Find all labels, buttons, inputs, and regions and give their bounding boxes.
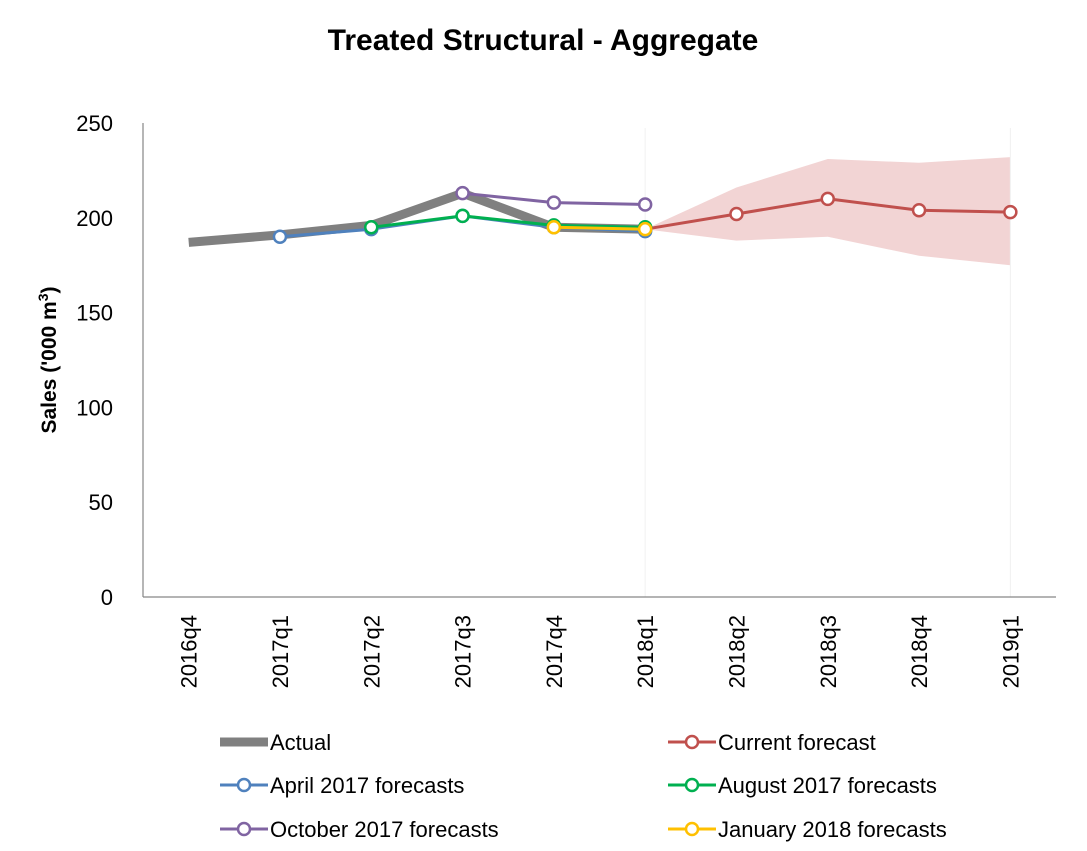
series-october-2017-forecasts bbox=[455, 185, 653, 212]
x-tick-label-2018q3: 2018q3 bbox=[816, 615, 841, 688]
legend-label-current-forecast: Current forecast bbox=[718, 730, 876, 755]
forecast-band bbox=[645, 157, 1011, 266]
series-current-forecast bbox=[637, 191, 1018, 237]
legend-marker-april-2017-forecasts bbox=[236, 777, 252, 793]
point-august-2017-forecasts-2017q2 bbox=[364, 220, 379, 235]
legend-marker-october-2017-forecasts bbox=[236, 821, 252, 837]
series-line-august-2017-forecasts bbox=[371, 214, 646, 229]
x-tick-label-2018q4: 2018q4 bbox=[907, 615, 932, 688]
x-tick-label-2017q3: 2017q3 bbox=[451, 615, 476, 688]
chart-title: Treated Structural - Aggregate bbox=[328, 24, 759, 57]
point-august-2017-forecasts-2017q3 bbox=[455, 208, 470, 224]
x-tick-label-2017q4: 2017q4 bbox=[542, 615, 567, 688]
axes-layer bbox=[142, 123, 1056, 598]
point-current-forecast-2019q1 bbox=[1003, 204, 1018, 220]
legend: Actual Current forecast April 2017 forecas… bbox=[220, 730, 947, 842]
series-layer bbox=[188, 185, 1018, 247]
y-tick-label-50: 50 bbox=[89, 490, 113, 515]
series-january-2018-forecasts bbox=[546, 220, 653, 237]
x-tick-label-2016q4: 2016q4 bbox=[177, 615, 202, 688]
y-axis-label-superscript: 3 bbox=[35, 293, 51, 301]
y-axis-label-suffix: ) bbox=[38, 286, 61, 293]
legend-item-actual: Actual bbox=[220, 730, 331, 755]
y-axis-label-text: Sales ('000 m bbox=[38, 301, 61, 433]
legend-item-april-2017-forecasts: April 2017 forecasts bbox=[220, 773, 464, 798]
y-tick-label-200: 200 bbox=[76, 206, 113, 231]
point-october-2017-forecasts-2018q1 bbox=[637, 197, 653, 212]
point-current-forecast-2018q3 bbox=[820, 191, 835, 207]
legend-label-august-2017-forecasts: August 2017 forecasts bbox=[718, 773, 937, 798]
point-april-2017-forecasts-2017q1 bbox=[272, 229, 288, 245]
series-line-actual bbox=[188, 188, 646, 247]
legend-marker-january-2018-forecasts bbox=[684, 821, 700, 837]
y-tick-label-100: 100 bbox=[76, 395, 113, 420]
legend-item-january-2018-forecasts: January 2018 forecasts bbox=[668, 817, 947, 842]
point-january-2018-forecasts-2017q4 bbox=[546, 220, 562, 235]
x-tick-label-2018q2: 2018q2 bbox=[724, 615, 749, 688]
point-current-forecast-2018q4 bbox=[911, 202, 927, 218]
x-tick-label-2017q2: 2017q2 bbox=[359, 615, 384, 688]
legend-marker-current-forecast bbox=[684, 734, 700, 750]
legend-label-october-2017-forecasts: October 2017 forecasts bbox=[270, 817, 499, 842]
legend-item-current-forecast: Current forecast bbox=[668, 730, 876, 755]
y-tick-label-250: 250 bbox=[76, 111, 113, 136]
y-axis-label: Sales ('000 m3) bbox=[35, 286, 61, 433]
series-line-january-2018-forecasts bbox=[553, 225, 646, 231]
ticks-layer: 0 50 100 150 200 250 2016q4 2017q1 2017q2 2017q3 2… bbox=[76, 111, 1023, 688]
legend-label-april-2017-forecasts: April 2017 forecasts bbox=[270, 773, 464, 798]
point-october-2017-forecasts-2017q3 bbox=[455, 185, 470, 201]
y-tick-label-0: 0 bbox=[101, 585, 113, 610]
point-october-2017-forecasts-2017q4 bbox=[546, 195, 562, 210]
x-tick-label-2018q1: 2018q1 bbox=[633, 615, 658, 688]
point-current-forecast-2018q2 bbox=[729, 206, 744, 222]
y-tick-label-150: 150 bbox=[76, 301, 113, 326]
x-tick-label-2019q1: 2019q1 bbox=[998, 615, 1023, 688]
legend-item-august-2017-forecasts: August 2017 forecasts bbox=[668, 773, 937, 798]
legend-label-january-2018-forecasts: January 2018 forecasts bbox=[718, 817, 947, 842]
legend-label-actual: Actual bbox=[270, 730, 331, 755]
series-actual bbox=[188, 188, 646, 247]
legend-marker-august-2017-forecasts bbox=[684, 777, 700, 793]
forecast-band-layer bbox=[645, 157, 1011, 266]
svg-text:Sales ('000 m3): Sales ('000 m3) bbox=[35, 286, 61, 433]
legend-item-october-2017-forecasts: October 2017 forecasts bbox=[220, 817, 499, 842]
x-tick-label-2017q1: 2017q1 bbox=[268, 615, 293, 688]
point-january-2018-forecasts-2018q1 bbox=[637, 221, 653, 237]
